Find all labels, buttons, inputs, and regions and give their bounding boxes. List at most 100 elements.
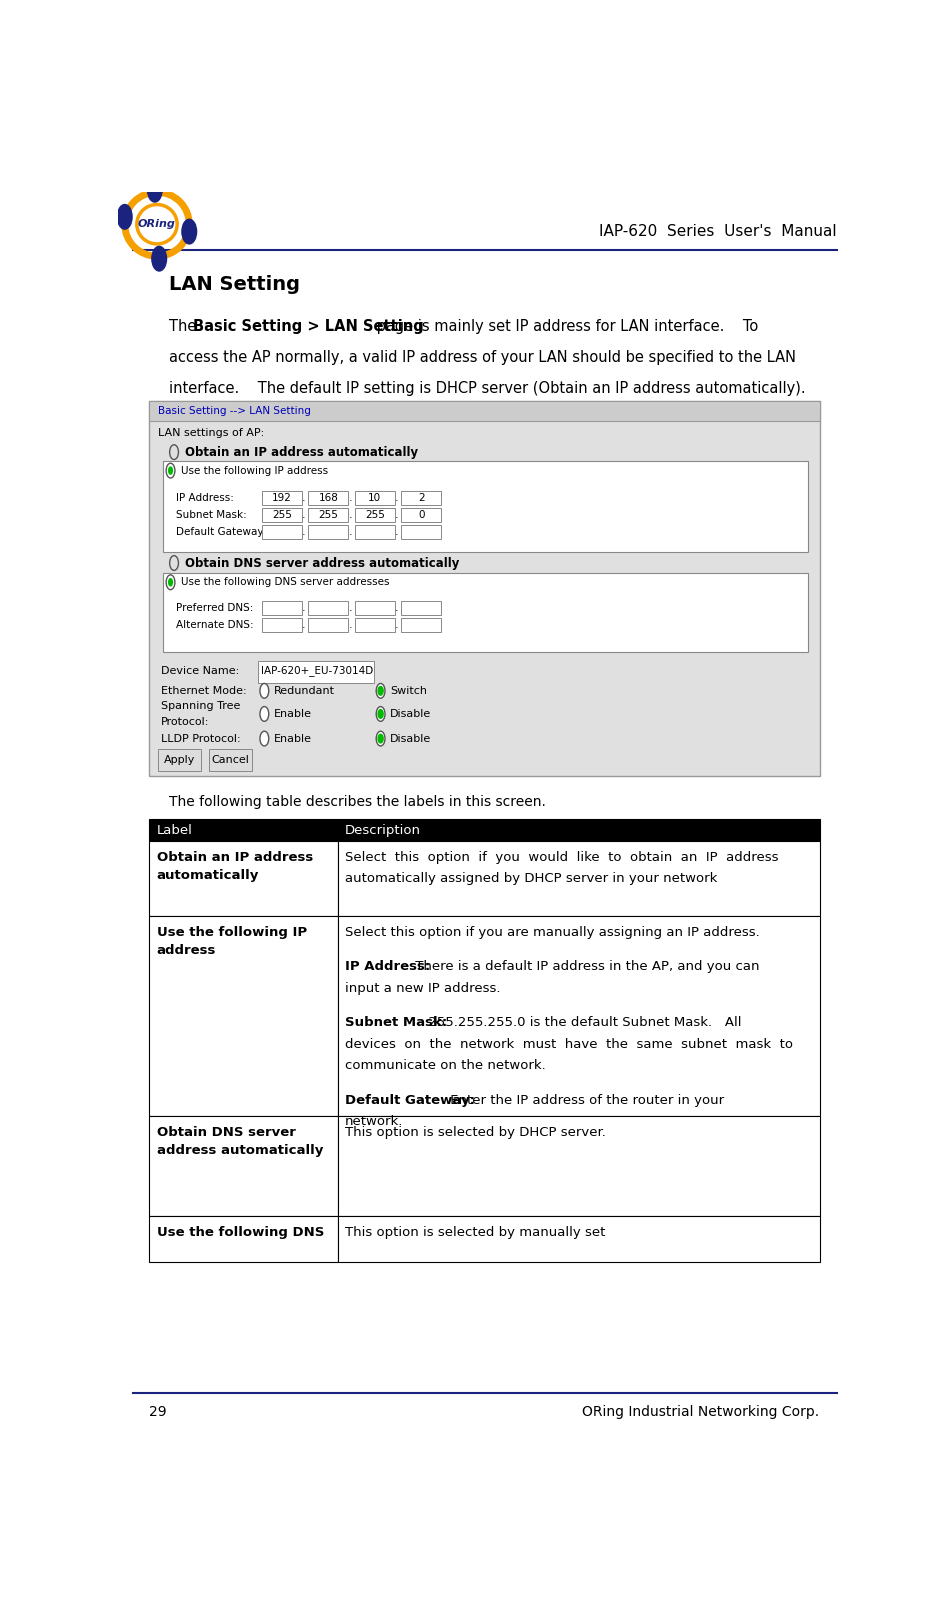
Text: Subnet Mask:: Subnet Mask: <box>176 510 247 520</box>
FancyBboxPatch shape <box>308 508 348 523</box>
Text: LLDP Protocol:: LLDP Protocol: <box>161 734 240 744</box>
Circle shape <box>378 686 383 696</box>
Circle shape <box>378 710 383 718</box>
Text: 2: 2 <box>418 494 425 504</box>
FancyBboxPatch shape <box>338 916 819 1116</box>
Text: .: . <box>302 620 306 630</box>
FancyBboxPatch shape <box>355 526 394 539</box>
Circle shape <box>166 576 175 590</box>
Text: Enable: Enable <box>274 734 312 744</box>
Text: network.: network. <box>345 1115 403 1129</box>
Text: Protocol:: Protocol: <box>161 716 209 726</box>
FancyBboxPatch shape <box>338 1116 819 1215</box>
Circle shape <box>166 464 175 478</box>
Text: 29: 29 <box>149 1406 166 1420</box>
Circle shape <box>260 707 269 721</box>
Text: .: . <box>348 494 352 504</box>
FancyBboxPatch shape <box>401 617 442 632</box>
FancyBboxPatch shape <box>338 819 819 841</box>
Circle shape <box>117 205 132 229</box>
FancyBboxPatch shape <box>262 617 302 632</box>
Text: LAN Setting: LAN Setting <box>168 275 300 294</box>
Text: .: . <box>302 528 306 537</box>
Circle shape <box>168 577 173 587</box>
FancyBboxPatch shape <box>149 401 819 422</box>
Text: 10: 10 <box>368 494 381 504</box>
Text: Select this option if you are manually assigning an IP address.: Select this option if you are manually a… <box>345 926 760 939</box>
Text: interface.    The default IP setting is DHCP server (Obtain an IP address automa: interface. The default IP setting is DHC… <box>168 381 805 395</box>
FancyBboxPatch shape <box>257 660 374 683</box>
FancyBboxPatch shape <box>401 526 442 539</box>
Text: Obtain an IP address
automatically: Obtain an IP address automatically <box>157 851 313 881</box>
Circle shape <box>377 707 385 721</box>
FancyBboxPatch shape <box>355 601 394 614</box>
Text: Apply: Apply <box>164 755 195 766</box>
Circle shape <box>152 246 166 270</box>
Text: communicate on the network.: communicate on the network. <box>345 1059 546 1071</box>
Text: Basic Setting --> LAN Setting: Basic Setting --> LAN Setting <box>158 406 311 416</box>
Circle shape <box>168 467 173 475</box>
Text: .: . <box>348 603 352 612</box>
Text: Subnet Mask:: Subnet Mask: <box>345 1015 447 1030</box>
Text: Disable: Disable <box>390 708 431 720</box>
FancyBboxPatch shape <box>149 841 338 916</box>
Text: .: . <box>302 603 306 612</box>
FancyBboxPatch shape <box>401 491 442 505</box>
FancyBboxPatch shape <box>262 526 302 539</box>
FancyBboxPatch shape <box>308 617 348 632</box>
Text: .: . <box>395 528 398 537</box>
FancyBboxPatch shape <box>149 401 819 776</box>
Text: 255: 255 <box>365 510 385 520</box>
FancyBboxPatch shape <box>401 601 442 614</box>
Circle shape <box>182 219 197 245</box>
Text: Alternate DNS:: Alternate DNS: <box>176 620 254 630</box>
Text: IAP-620+_EU-73014D: IAP-620+_EU-73014D <box>261 665 374 676</box>
FancyBboxPatch shape <box>262 601 302 614</box>
Text: Enter the IP address of the router in your: Enter the IP address of the router in yo… <box>446 1094 724 1107</box>
Text: The following table describes the labels in this screen.: The following table describes the labels… <box>168 795 546 809</box>
Text: Ethernet Mode:: Ethernet Mode: <box>161 686 247 696</box>
FancyBboxPatch shape <box>262 491 302 505</box>
FancyBboxPatch shape <box>149 1116 338 1215</box>
FancyBboxPatch shape <box>338 841 819 916</box>
Text: page is mainly set IP address for LAN interface.    To: page is mainly set IP address for LAN in… <box>373 320 759 334</box>
FancyBboxPatch shape <box>308 526 348 539</box>
FancyBboxPatch shape <box>149 819 338 841</box>
Text: Device Name:: Device Name: <box>161 665 239 676</box>
Text: Obtain DNS server address automatically: Obtain DNS server address automatically <box>185 556 460 569</box>
FancyBboxPatch shape <box>355 617 394 632</box>
FancyBboxPatch shape <box>164 462 808 552</box>
Circle shape <box>377 683 385 699</box>
Text: 255: 255 <box>319 510 339 520</box>
Text: IP Address:: IP Address: <box>176 494 235 504</box>
Text: 0: 0 <box>418 510 425 520</box>
Text: Switch: Switch <box>390 686 428 696</box>
Text: Label: Label <box>157 823 192 836</box>
Text: .: . <box>395 620 398 630</box>
FancyBboxPatch shape <box>355 508 394 523</box>
Text: LAN settings of AP:: LAN settings of AP: <box>158 429 264 438</box>
Text: Obtain an IP address automatically: Obtain an IP address automatically <box>185 446 418 459</box>
FancyBboxPatch shape <box>164 572 808 652</box>
Text: .: . <box>302 510 306 520</box>
FancyBboxPatch shape <box>355 491 394 505</box>
Circle shape <box>377 731 385 747</box>
Text: There is a default IP address in the AP, and you can: There is a default IP address in the AP,… <box>411 959 760 974</box>
Text: The: The <box>168 320 201 334</box>
Text: 255.255.255.0 is the default Subnet Mask.   All: 255.255.255.0 is the default Subnet Mask… <box>424 1015 742 1030</box>
Text: Use the following DNS server addresses: Use the following DNS server addresses <box>181 577 390 587</box>
Text: IAP-620  Series  User's  Manual: IAP-620 Series User's Manual <box>599 224 836 240</box>
Circle shape <box>260 731 269 747</box>
Text: Disable: Disable <box>390 734 431 744</box>
Text: 192: 192 <box>272 494 291 504</box>
FancyBboxPatch shape <box>262 508 302 523</box>
FancyBboxPatch shape <box>149 916 338 1116</box>
Text: Select  this  option  if  you  would  like  to  obtain  an  IP  address: Select this option if you would like to … <box>345 851 779 863</box>
Text: Description: Description <box>345 823 421 836</box>
Text: ORing: ORing <box>138 219 176 229</box>
Text: Use the following IP
address: Use the following IP address <box>157 926 307 956</box>
Text: .: . <box>395 603 398 612</box>
Text: This option is selected by DHCP server.: This option is selected by DHCP server. <box>345 1126 605 1138</box>
FancyBboxPatch shape <box>338 1215 819 1262</box>
Text: IP Address:: IP Address: <box>345 959 430 974</box>
